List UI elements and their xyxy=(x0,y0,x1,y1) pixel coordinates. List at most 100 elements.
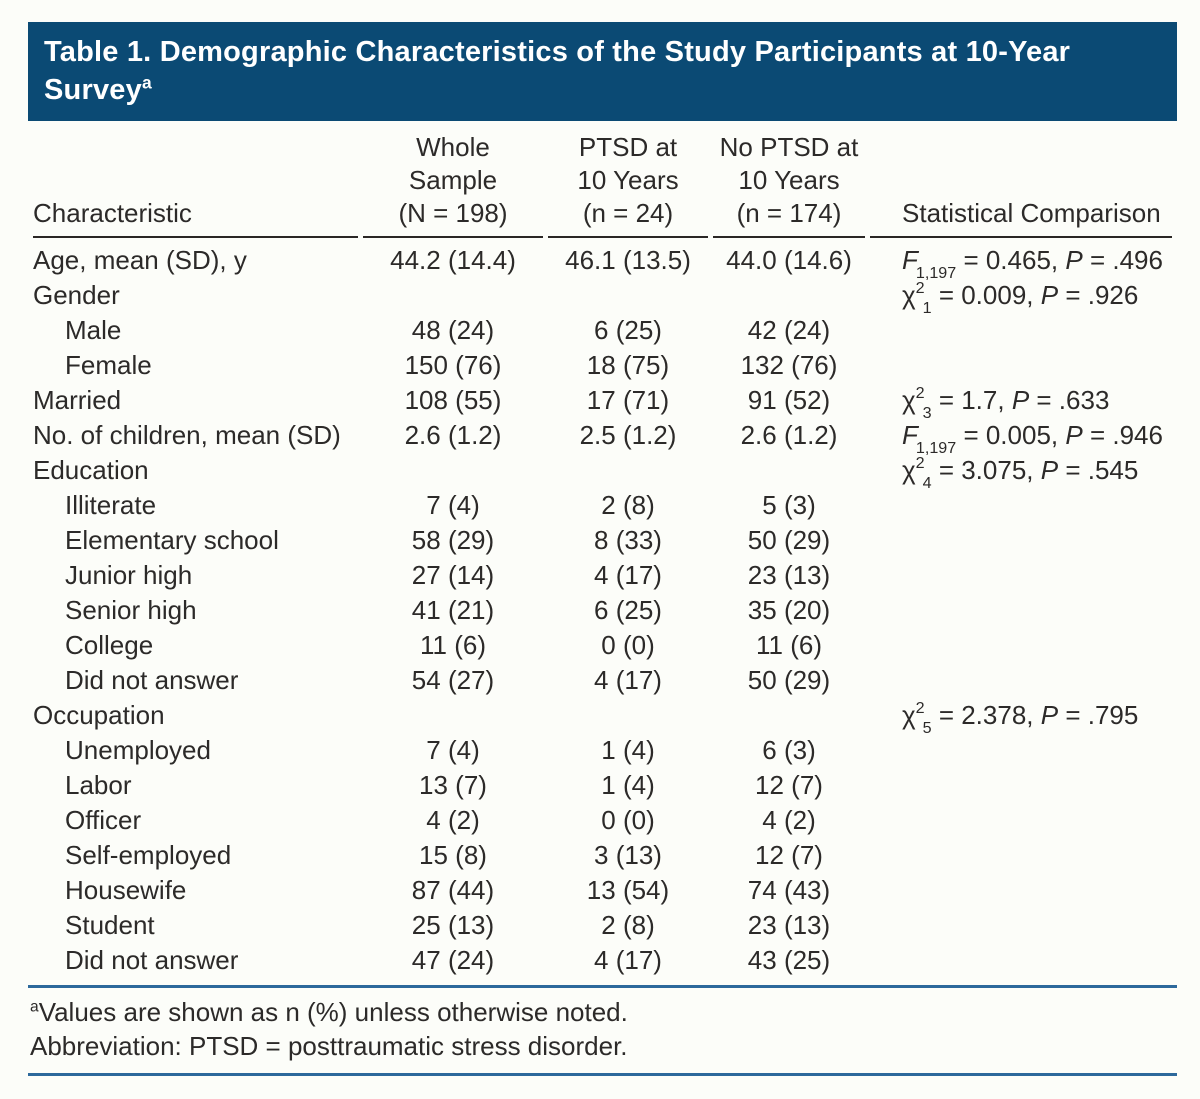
row-label: Elementary school xyxy=(65,525,279,555)
table-row: Female 150 (76) 18 (75) 132 (76) xyxy=(33,348,1172,383)
row-label: Officer xyxy=(65,805,142,835)
column-header-line: Whole xyxy=(416,132,490,162)
table-title-bar: Table 1. Demographic Characteristics of … xyxy=(28,22,1177,121)
stat-subscript: 1,197 xyxy=(915,264,957,283)
value-cell: 87 (44) xyxy=(411,875,495,905)
statistical-comparison-cell xyxy=(870,523,1172,558)
value-cell: 13 (7) xyxy=(419,770,487,800)
table-row: Occupation χ25 = 2.378, P = .795 xyxy=(33,698,1172,736)
value-cell: 50 (29) xyxy=(747,665,831,695)
table-row: Officer 4 (2) 0 (0) 4 (2) xyxy=(33,803,1172,838)
statistical-comparison-cell: F1,197 = 0.465, P = .496 xyxy=(902,245,1163,283)
row-label: College xyxy=(65,630,154,660)
value-cell: 17 (71) xyxy=(586,385,670,415)
value-cell: 58 (29) xyxy=(411,525,495,555)
value-cell: 7 (4) xyxy=(426,490,480,520)
value-cell: 50 (29) xyxy=(747,525,831,555)
stat-superscript: 2 xyxy=(915,279,925,298)
statistical-comparison-cell: F1,197 = 0.005, P = .946 xyxy=(902,420,1163,458)
value-cell: 12 (7) xyxy=(755,840,823,870)
value-cell: 12 (7) xyxy=(755,770,823,800)
stat-symbol: χ xyxy=(902,280,916,310)
column-header-line: 10 Years xyxy=(577,165,679,195)
footnote-text: Values are shown as n (%) unless otherwi… xyxy=(38,997,628,1027)
statistical-comparison-cell xyxy=(870,313,1172,348)
value-cell: 4 (2) xyxy=(426,805,480,835)
value-cell: 48 (24) xyxy=(411,315,495,345)
value-cell xyxy=(363,278,543,313)
stat-p-label: P xyxy=(1011,385,1030,415)
statistical-comparison-cell xyxy=(870,488,1172,523)
value-cell xyxy=(713,278,865,313)
stat-p-label: P xyxy=(1040,280,1059,310)
value-cell: 27 (14) xyxy=(411,560,495,590)
demographics-table: Characteristic Whole Sample (N = 198) PT… xyxy=(28,131,1177,978)
footnote-values-note: aValues are shown as n (%) unless otherw… xyxy=(30,995,1177,1029)
table-row: Senior high 41 (21) 6 (25) 35 (20) xyxy=(33,593,1172,628)
statistical-comparison-cell xyxy=(870,663,1172,698)
value-cell xyxy=(363,698,543,733)
column-header-line: (N = 198) xyxy=(398,198,508,228)
table-row: Student 25 (13) 2 (8) 23 (13) xyxy=(33,908,1172,943)
stat-subscript: 1 xyxy=(922,299,932,318)
table-row: Labor 13 (7) 1 (4) 12 (7) xyxy=(33,768,1172,803)
statistical-comparison-cell: χ23 = 1.7, P = .633 xyxy=(902,384,1110,423)
column-header-line: (n = 24) xyxy=(582,198,674,228)
value-cell: 4 (17) xyxy=(594,945,662,975)
stat-symbol: χ xyxy=(902,700,916,730)
value-cell xyxy=(548,453,708,488)
statistical-comparison-cell xyxy=(870,628,1172,663)
value-cell: 2.5 (1.2) xyxy=(579,420,677,450)
table-header: Characteristic Whole Sample (N = 198) PT… xyxy=(33,131,1172,238)
value-cell: 6 (3) xyxy=(762,735,816,765)
value-cell xyxy=(548,278,708,313)
stat-subscript: 1,197 xyxy=(915,439,957,458)
table-row: Elementary school 58 (29) 8 (33) 50 (29) xyxy=(33,523,1172,558)
value-cell: 23 (13) xyxy=(747,910,831,940)
value-cell: 4 (17) xyxy=(594,560,662,590)
value-cell: 11 (6) xyxy=(420,630,486,660)
value-cell: 54 (27) xyxy=(411,665,495,695)
footnote-separator-rule xyxy=(28,985,1177,988)
value-cell: 25 (13) xyxy=(411,910,495,940)
row-label: Unemployed xyxy=(65,735,211,765)
stat-superscript: 2 xyxy=(915,699,925,718)
row-label: Senior high xyxy=(65,595,197,625)
footnote-text: Abbreviation: PTSD = posttraumatic stres… xyxy=(30,1031,628,1061)
value-cell: 43 (25) xyxy=(747,945,831,975)
value-cell: 4 (2) xyxy=(762,805,816,835)
row-label: Age, mean (SD), y xyxy=(33,245,247,275)
table-title-line1: Table 1. Demographic Characteristics of … xyxy=(44,36,1071,68)
column-header-label: Statistical Comparison xyxy=(902,198,1161,228)
row-label: Junior high xyxy=(65,560,193,590)
value-cell: 41 (21) xyxy=(411,595,495,625)
stat-p-label: P xyxy=(1065,420,1083,450)
stat-symbol: χ xyxy=(902,455,916,485)
statistical-comparison-cell xyxy=(870,558,1172,593)
column-header-statistical-comparison: Statistical Comparison xyxy=(870,131,1172,238)
table-figure: Table 1. Demographic Characteristics of … xyxy=(28,22,1177,1076)
table-row: Did not answer 47 (24) 4 (17) 43 (25) xyxy=(33,943,1172,978)
column-header-line: (n = 174) xyxy=(736,198,842,228)
table-row: Age, mean (SD), y 44.2 (14.4) 46.1 (13.5) 4… xyxy=(33,238,1172,283)
table-row: Male 48 (24) 6 (25) 42 (24) xyxy=(33,313,1172,348)
value-cell: 42 (24) xyxy=(747,315,831,345)
value-cell: 15 (8) xyxy=(419,840,487,870)
row-label: Married xyxy=(33,385,122,415)
statistical-comparison-cell: χ24 = 3.075, P = .545 xyxy=(902,454,1139,493)
value-cell: 4 (17) xyxy=(594,665,662,695)
value-cell: 8 (33) xyxy=(594,525,662,555)
stat-symbol: χ xyxy=(902,385,916,415)
value-cell: 74 (43) xyxy=(747,875,831,905)
value-cell: 35 (20) xyxy=(747,595,831,625)
column-header-line: 10 Years xyxy=(738,165,840,195)
stat-p-label: P xyxy=(1065,245,1083,275)
value-cell xyxy=(713,698,865,733)
statistical-comparison-cell xyxy=(870,838,1172,873)
value-cell: 1 (4) xyxy=(601,735,655,765)
row-label: Did not answer xyxy=(65,945,239,975)
footnote-abbreviation: Abbreviation: PTSD = posttraumatic stres… xyxy=(30,1029,1177,1063)
value-cell: 91 (52) xyxy=(747,385,831,415)
table-row: Junior high 27 (14) 4 (17) 23 (13) xyxy=(33,558,1172,593)
